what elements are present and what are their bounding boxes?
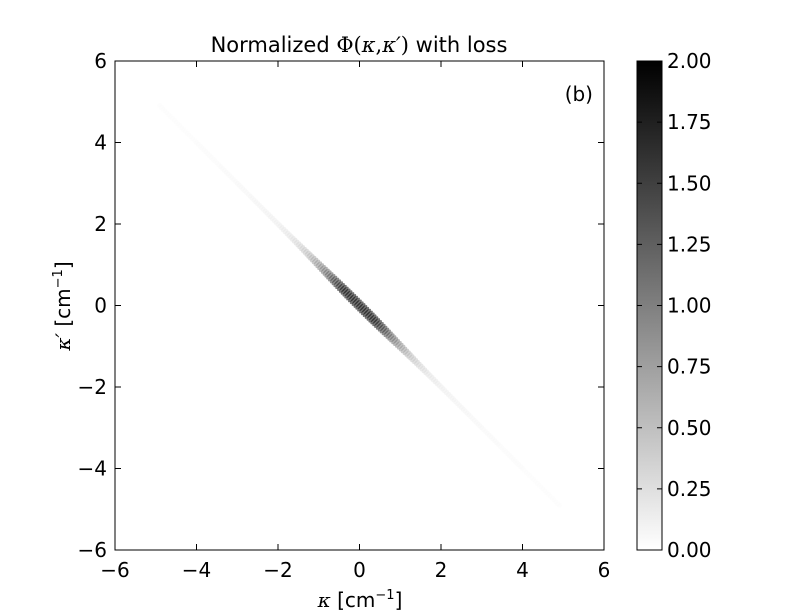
- heatmap-cell: [355, 301, 364, 310]
- colorbar-tick-label: 0.00: [667, 538, 712, 562]
- heatmap-cell: [410, 356, 417, 363]
- heatmap-cell: [389, 335, 397, 343]
- heatmap-cell: [335, 281, 344, 290]
- heatmap-cell: [353, 299, 362, 308]
- heatmap-cell: [308, 254, 315, 261]
- heatmap-cell: [357, 303, 366, 312]
- heatmap-cell: [377, 323, 386, 332]
- y-tick-label: −2: [78, 375, 107, 399]
- heatmap-cell: [393, 339, 400, 346]
- colorbar-tick-label: 0.25: [667, 477, 712, 501]
- heatmap-cell: [359, 305, 368, 314]
- colorbar-tick-label: 1.25: [667, 232, 712, 256]
- y-tick-label: −6: [78, 538, 107, 562]
- x-tick-label: 6: [598, 558, 611, 582]
- x-tick-label: −2: [263, 558, 292, 582]
- heatmap-cell: [319, 265, 326, 272]
- heatmap-cell: [349, 295, 359, 305]
- heatmap-cell: [340, 286, 349, 295]
- heatmap-cell: [311, 257, 319, 265]
- heatmap-cell: [317, 263, 324, 270]
- heatmap-cell: [398, 344, 406, 352]
- colorbar-tick-label: 1.50: [667, 171, 712, 195]
- heatmap-cell: [322, 268, 330, 276]
- colorbar-tick-label: 0.75: [667, 355, 712, 379]
- heatmap-cell: [383, 329, 391, 337]
- y-tick-label: 4: [94, 131, 107, 155]
- colorbar-tick-label: 0.50: [667, 416, 712, 440]
- x-tick-label: −4: [182, 558, 211, 582]
- heatmap-cell: [338, 284, 347, 293]
- y-tick-label: 0: [94, 294, 107, 318]
- colorbar-tick-label: 1.00: [667, 294, 712, 318]
- heatmap-cell: [379, 325, 388, 334]
- heatmap-cell: [333, 279, 342, 288]
- heatmap-cell: [370, 316, 379, 325]
- heatmap-cell: [375, 321, 384, 330]
- heatmap-cell: [372, 318, 381, 327]
- heatmap-cell: [368, 314, 377, 323]
- heatmap-cell: [404, 350, 411, 357]
- heatmap-cell: [346, 292, 355, 301]
- heatmap-cell: [374, 320, 382, 328]
- heatmap-cell: [351, 297, 360, 306]
- heatmap-cell: [391, 337, 399, 345]
- panel-label: (b): [565, 82, 593, 106]
- heatmap-cell: [315, 261, 323, 269]
- heatmap-cell: [326, 272, 334, 280]
- heatmap-cell: [395, 341, 402, 348]
- heatmap-cell: [406, 352, 413, 359]
- heatmap-band: [157, 103, 562, 508]
- heatmap-cell: [342, 288, 351, 297]
- colorbar-ticks: 0.00 0.25 0.50 0.75 1.00 1.25 1.50 1.75 2.00: [637, 49, 712, 562]
- x-tick-label: 0: [353, 558, 366, 582]
- x-tick-label: −6: [100, 558, 129, 582]
- heatmap-cell: [337, 283, 345, 291]
- heatmap-cell: [329, 275, 338, 284]
- y-tick-label: 2: [94, 212, 107, 236]
- x-tick-label: 2: [435, 558, 448, 582]
- x-axis-ticks: −6 −4 −2 0 2 4 6: [100, 61, 610, 582]
- x-tick-label: 4: [516, 558, 529, 582]
- heatmap-cell: [331, 277, 340, 286]
- heatmap-cell: [364, 310, 373, 319]
- heatmap-cell: [324, 270, 332, 278]
- heatmap-cell: [344, 290, 353, 299]
- heatmap-cell: [306, 252, 313, 259]
- heatmap-cell: [310, 256, 317, 263]
- heatmap-cell: [387, 333, 395, 341]
- y-axis-label: κ′ [cm−1]: [51, 261, 75, 351]
- heatmap-cell: [328, 274, 336, 282]
- heatmap-cell: [347, 293, 357, 303]
- heatmap-cell: [381, 327, 390, 336]
- heatmap-cell: [360, 306, 370, 316]
- heatmap-cell: [366, 312, 375, 321]
- heatmap-cell: [385, 331, 393, 339]
- heatmap-cell: [302, 248, 309, 255]
- heatmap-cell: [304, 250, 311, 257]
- y-tick-label: 6: [94, 49, 107, 73]
- heatmap-cell: [362, 308, 372, 318]
- x-axis-label: κ [cm−1]: [317, 588, 403, 612]
- heatmap-cell: [396, 342, 404, 350]
- heatmap-cell: [557, 503, 562, 508]
- heatmap-cell: [402, 348, 409, 355]
- heatmap-cell: [320, 266, 328, 274]
- y-tick-label: −4: [78, 457, 107, 481]
- colorbar-tick-label: 1.75: [667, 110, 712, 134]
- heatmap-cell: [313, 259, 321, 267]
- y-axis-ticks: −6 −4 −2 0 2 4 6: [78, 49, 604, 562]
- colorbar-tick-label: 2.00: [667, 49, 712, 73]
- heatmap-cell: [408, 354, 415, 361]
- chart-title: Normalized Φ(κ,κ′) with loss: [211, 33, 508, 57]
- heatmap-cell: [400, 346, 408, 354]
